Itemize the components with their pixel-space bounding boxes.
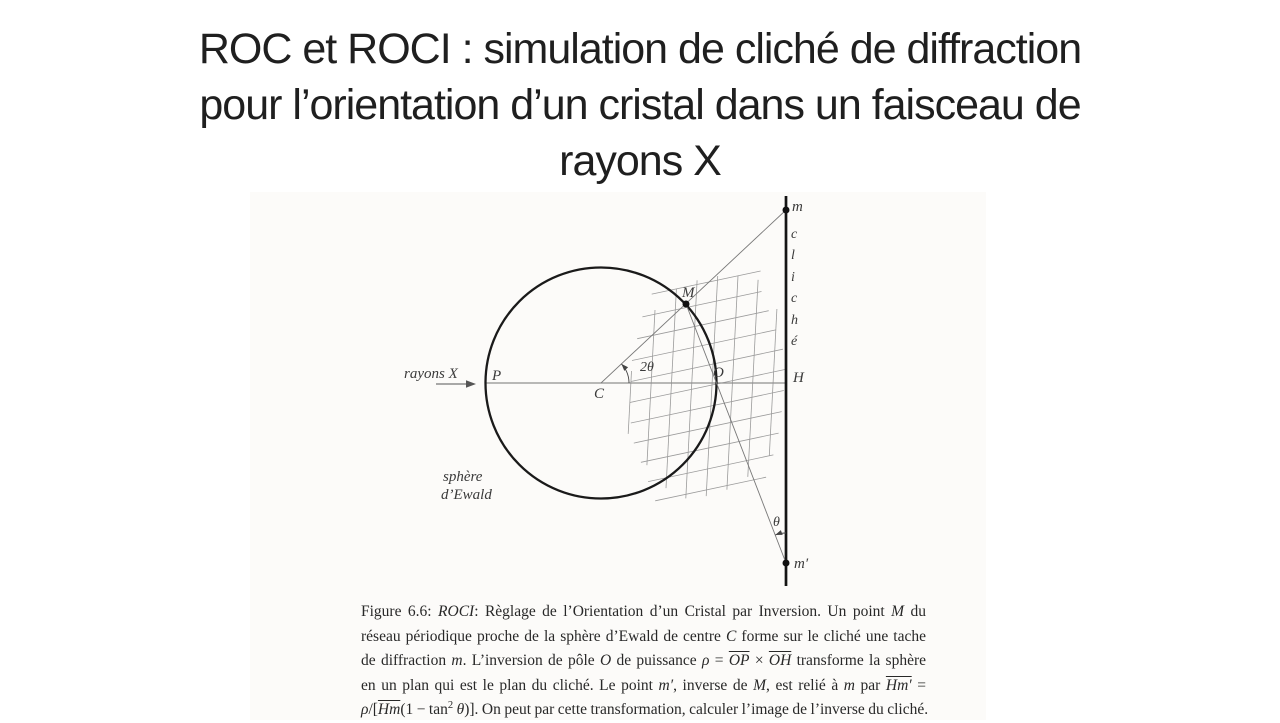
cliche-letter-5: h	[791, 313, 798, 328]
label-cliche-vertical: c l i c h é	[791, 227, 798, 349]
lattice-line	[747, 279, 759, 477]
figure-caption: Figure 6.6: ROCI: Règlage de l’Orientati…	[361, 600, 929, 723]
lattice-line	[655, 476, 767, 502]
caption-line: réseau périodique proche de la sphère d’…	[361, 627, 926, 645]
figure-image-panel	[250, 192, 986, 720]
label-sphere-dewald-2: d’Ewald	[441, 487, 492, 503]
cliche-letter-1: c	[791, 227, 798, 242]
slide-title-line-1: ROC et ROCI : simulation de cliché de di…	[198, 25, 1082, 73]
lattice-line	[705, 275, 719, 497]
diffracted-ray-line	[600, 209, 787, 384]
label-angle-2theta: 2θ	[640, 360, 654, 375]
lattice-line	[630, 390, 784, 424]
cliche-letter-6: é	[791, 334, 798, 349]
label-H: H	[792, 370, 805, 386]
label-angle-theta: θ	[773, 515, 780, 530]
xray-arrow-icon	[436, 380, 476, 388]
reciprocal-lattice-grid	[627, 270, 785, 502]
cliche-letter-4: c	[791, 291, 798, 306]
label-m-prime: m′	[794, 556, 809, 572]
lattice-line	[642, 291, 762, 318]
label-sphere-dewald-1: sphère	[443, 469, 483, 485]
point-m-dot	[782, 206, 790, 214]
inversion-ray-line	[685, 303, 787, 564]
lattice-line	[665, 288, 677, 489]
caption-line: ρ/[Hm(1 − tan2 θ)]. On peut par cette tr…	[361, 700, 929, 719]
label-rayons-x: rayons X	[404, 366, 459, 382]
point-m-prime-dot	[782, 559, 790, 567]
lattice-line	[629, 369, 785, 403]
lattice-line	[627, 370, 632, 434]
label-M: M	[681, 285, 696, 301]
caption-line: de diffraction m. L’inversion de pôle O …	[361, 652, 926, 670]
label-C: C	[594, 386, 605, 402]
lattice-line	[651, 270, 761, 295]
label-P: P	[491, 368, 501, 384]
label-m: m	[792, 199, 803, 215]
ewald-diagram: rayons X P C M O H m m′ 2θ θ sphère d’Ew…	[404, 196, 809, 586]
caption-line: en un plan qui est le plan du cliché. Le…	[361, 676, 926, 694]
angle-theta-arc	[775, 530, 787, 536]
lattice-line	[640, 432, 779, 463]
caption-line: Figure 6.6: ROCI: Règlage de l’Orientati…	[361, 603, 926, 620]
angle-2theta-arc	[621, 363, 630, 384]
lattice-line	[637, 310, 769, 340]
lattice-line	[646, 309, 656, 466]
slide-title: ROC et ROCI : simulation de cliché de di…	[40, 21, 1240, 189]
cliche-letter-2: l	[791, 248, 795, 263]
lattice-line	[631, 329, 776, 361]
cliche-letter-3: i	[791, 270, 795, 285]
slide-title-line-3: rayons X	[559, 137, 722, 185]
slide-title-line-2: pour l’orientation d’un cristal dans un …	[199, 81, 1081, 129]
point-M-dot	[682, 300, 690, 308]
label-O: O	[713, 365, 724, 381]
lattice-line	[630, 348, 783, 382]
